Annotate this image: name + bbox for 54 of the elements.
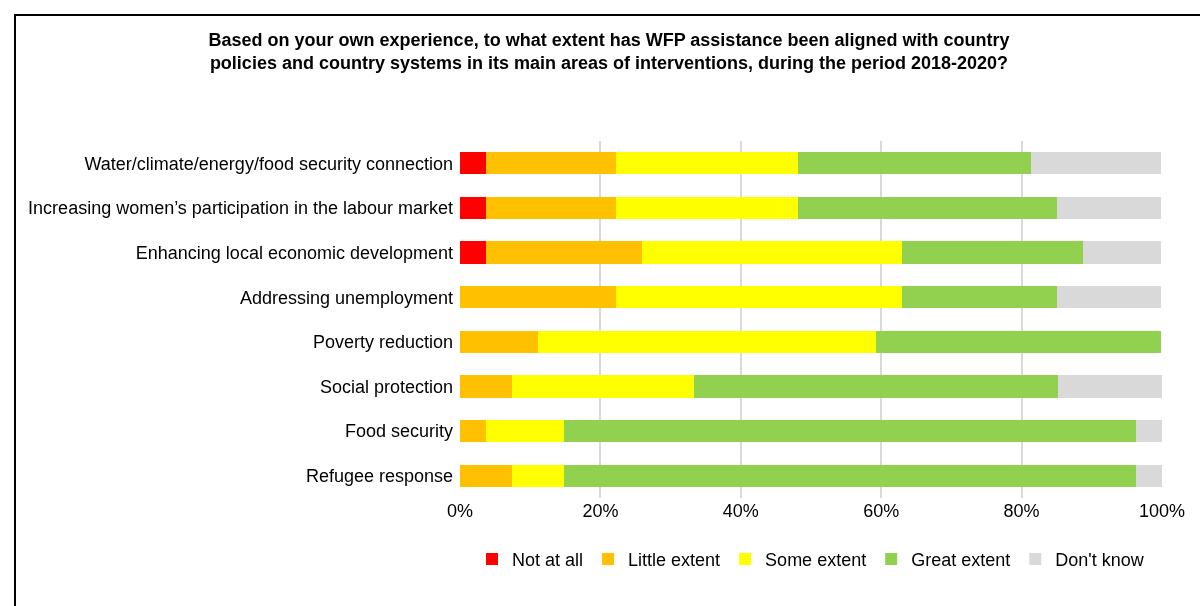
x-tick-label: 20%: [582, 501, 619, 521]
bar: [460, 419, 486, 443]
bar: [615, 152, 798, 175]
bar: [641, 241, 902, 264]
y-tick-label: Poverty reduction: [312, 332, 453, 353]
legend-label: Great extent: [911, 550, 1011, 571]
bar: [1031, 152, 1162, 175]
bar: [460, 241, 486, 264]
legend-label: Little extent: [628, 550, 721, 571]
bar: [875, 330, 1162, 353]
bar: [1136, 464, 1162, 487]
bar: [563, 464, 1137, 487]
bar: [460, 196, 486, 220]
bar: [460, 330, 538, 353]
bar: [797, 152, 1032, 175]
legend-label: Some extent: [765, 550, 867, 571]
y-tick-label: Water/climate/energy/food security connection: [84, 153, 453, 174]
bar: [615, 286, 902, 309]
y-tick-label: Enhancing local economic development: [135, 242, 453, 263]
bar: [511, 464, 564, 487]
bar: [485, 241, 642, 264]
bar: [1083, 241, 1162, 264]
bar: [511, 375, 694, 398]
bar: [901, 286, 1058, 309]
x-tick-label: 0%: [446, 501, 474, 521]
y-tick-label: Food security: [344, 421, 453, 442]
legend-label: Not at all: [512, 550, 584, 571]
bar: [693, 375, 1059, 398]
x-tick-label: 60%: [863, 501, 900, 521]
bar: [537, 330, 876, 353]
bar: [1058, 375, 1162, 398]
y-tick-label: Increasing women’s participation in the labour market: [28, 198, 453, 219]
bar: [563, 419, 1137, 443]
chart-title: Based on your own experience, to what extent has WFP assistance been aligned with country policies and country systems in its main areas of interventions, during the period 2018-2020?: [208, 29, 1010, 73]
y-tick-label: Addressing unemployment: [239, 287, 453, 308]
y-tick-label: Refugee response: [305, 465, 453, 486]
bar: [485, 419, 564, 443]
bar: [485, 152, 616, 175]
bar: [1057, 286, 1162, 309]
bar: [1057, 196, 1162, 220]
bar: [1136, 419, 1162, 443]
bar: [615, 196, 798, 220]
bar: [901, 241, 1084, 264]
bar: [797, 196, 1058, 220]
bar: [485, 196, 616, 220]
x-tick-label: 100%: [1138, 501, 1186, 521]
bar: [460, 375, 512, 398]
bar: [460, 286, 616, 309]
y-tick-label: Social protection: [319, 376, 453, 397]
x-tick-label: 80%: [1003, 501, 1040, 521]
legend-label: Don't know: [1055, 550, 1145, 571]
bar: [460, 152, 486, 175]
x-tick-label: 40%: [722, 501, 759, 521]
bar: [460, 464, 512, 487]
